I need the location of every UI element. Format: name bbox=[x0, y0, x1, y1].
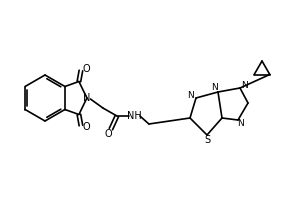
Text: NH: NH bbox=[127, 111, 141, 121]
Text: N: N bbox=[188, 92, 194, 100]
Text: N: N bbox=[83, 93, 91, 103]
Text: N: N bbox=[238, 119, 244, 129]
Text: N: N bbox=[242, 80, 248, 90]
Text: O: O bbox=[104, 129, 112, 139]
Text: S: S bbox=[204, 135, 210, 145]
Text: O: O bbox=[82, 64, 90, 74]
Text: N: N bbox=[212, 82, 218, 92]
Text: O: O bbox=[82, 121, 90, 132]
